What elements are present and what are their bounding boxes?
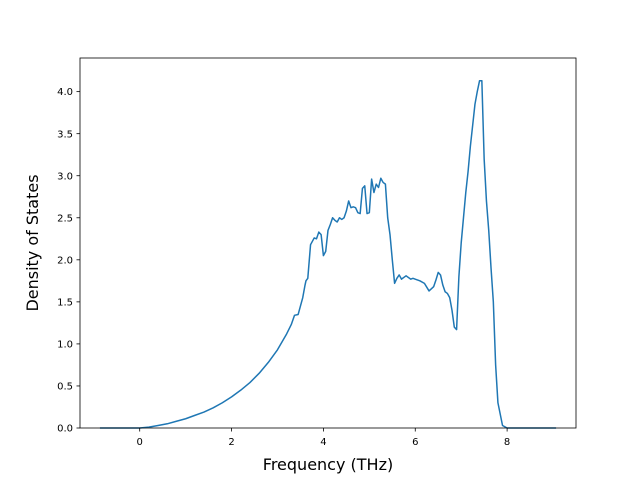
y-tick-label: 1.5 [57, 297, 73, 308]
dos-series-line [99, 79, 557, 429]
x-tick-label: 4 [320, 437, 326, 448]
x-tick-label: 6 [412, 437, 418, 448]
x-tick-label: 8 [504, 437, 510, 448]
y-tick-label: 3.0 [57, 171, 73, 182]
x-axis-ticks: 0 2 4 6 8 [137, 428, 510, 448]
y-tick-label: 0.0 [57, 424, 73, 435]
y-tick-label: 3.5 [57, 129, 73, 140]
y-tick-label: 1.0 [57, 340, 73, 351]
y-tick-label: 2.0 [57, 255, 73, 266]
y-axis-label: Density of States [23, 174, 42, 311]
y-tick-label: 2.5 [57, 213, 73, 224]
x-tick-label: 0 [137, 437, 143, 448]
plot-area [80, 58, 576, 428]
x-tick-label: 2 [228, 437, 234, 448]
y-tick-label: 4.0 [57, 87, 73, 98]
y-tick-label: 0.5 [57, 382, 73, 393]
plot-frame [79, 57, 577, 429]
y-axis-ticks: 0.0 0.5 1.0 1.5 2.0 2.5 3.0 3.5 4.0 [57, 87, 80, 435]
x-axis-label: Frequency (THz) [263, 455, 393, 474]
